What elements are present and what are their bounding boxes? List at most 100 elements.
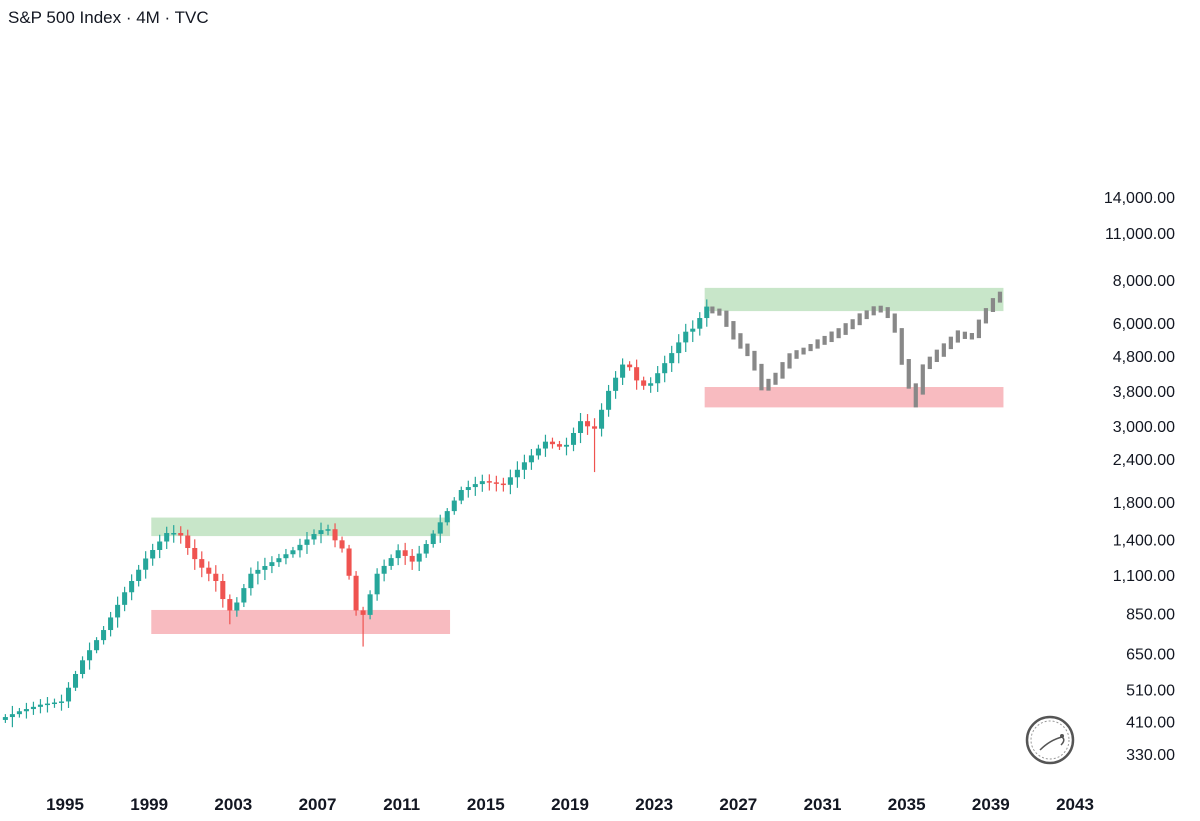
candle-body xyxy=(164,533,170,542)
candle-body xyxy=(697,318,703,329)
candle-body xyxy=(676,342,682,354)
projection-bar xyxy=(997,291,1003,303)
candle-body xyxy=(486,481,492,483)
candle-body xyxy=(2,717,8,720)
projection-bar xyxy=(745,343,750,357)
candle-body xyxy=(465,487,471,491)
projection-bar xyxy=(780,362,785,379)
projection-layer xyxy=(710,291,1003,408)
candle-body xyxy=(585,421,591,427)
candle-body xyxy=(255,569,261,574)
candle-body xyxy=(318,530,324,535)
x-tick-label: 2011 xyxy=(383,795,420,814)
projection-bar xyxy=(885,307,890,319)
y-tick-label: 1,800.00 xyxy=(1113,495,1175,512)
projection-bar xyxy=(899,328,904,365)
candle-body xyxy=(451,500,457,512)
candle-body xyxy=(339,540,345,549)
projection-bar xyxy=(752,350,757,371)
projection-bar xyxy=(836,328,841,339)
candle-body xyxy=(430,533,436,545)
candle-body xyxy=(58,701,65,703)
candle-body xyxy=(690,328,696,332)
projection-bar xyxy=(948,336,953,350)
y-tick-label: 1,400.00 xyxy=(1113,532,1175,549)
candle-body xyxy=(409,555,415,562)
projection-bar xyxy=(717,308,722,316)
candle-body xyxy=(444,511,450,523)
candle-body xyxy=(332,529,338,541)
candle-body xyxy=(577,421,584,434)
x-tick-label: 1995 xyxy=(46,795,84,814)
projection-bar xyxy=(787,353,792,369)
y-tick-label: 4,800.00 xyxy=(1113,349,1175,366)
projection-bar xyxy=(892,313,897,333)
projection-bar xyxy=(962,331,967,339)
candle-body xyxy=(227,599,233,611)
candle-body xyxy=(51,702,58,705)
resistance-zone-2 xyxy=(704,287,1004,312)
candle-body xyxy=(150,549,156,559)
candle-body xyxy=(108,617,114,631)
candle-body xyxy=(507,477,513,485)
candle-body xyxy=(655,373,661,384)
candle-body xyxy=(248,573,254,589)
projection-bar xyxy=(913,383,918,408)
candle-body xyxy=(30,706,36,710)
candle-body xyxy=(122,592,128,605)
candle-body xyxy=(129,581,135,593)
candle-body xyxy=(395,550,401,559)
projection-bar xyxy=(815,339,820,349)
y-tick-label: 330.00 xyxy=(1126,747,1175,764)
candle-body xyxy=(16,711,22,715)
candle-body xyxy=(136,569,142,582)
y-tick-label: 650.00 xyxy=(1126,646,1175,663)
projection-bar xyxy=(934,349,939,362)
candle-body xyxy=(662,363,668,374)
support-zone-1 xyxy=(151,609,451,634)
candle-body xyxy=(72,674,79,688)
candle-body xyxy=(360,610,366,615)
candle-body xyxy=(388,558,394,566)
projection-bar xyxy=(906,359,911,389)
y-tick-label: 2,400.00 xyxy=(1113,452,1175,469)
y-tick-label: 6,000.00 xyxy=(1113,316,1175,333)
candle-body xyxy=(213,573,219,582)
x-tick-label: 2007 xyxy=(299,795,337,814)
projection-bar xyxy=(976,319,982,339)
projection-bar xyxy=(920,364,925,395)
candle-body xyxy=(297,544,303,551)
candles-layer xyxy=(2,299,710,728)
x-tick-label: 2015 xyxy=(467,795,505,814)
projection-bar xyxy=(871,306,876,316)
projection-bar xyxy=(738,333,743,349)
candle-body xyxy=(311,534,317,540)
projection-bar xyxy=(724,310,729,327)
candle-body xyxy=(115,604,121,618)
candle-body xyxy=(570,433,577,445)
candle-body xyxy=(44,703,50,706)
candle-body xyxy=(94,640,100,651)
candle-body xyxy=(458,490,464,501)
x-tick-label: 2023 xyxy=(635,795,673,814)
y-tick-label: 11,000.00 xyxy=(1105,226,1175,243)
projection-bar xyxy=(822,335,827,345)
candle-body xyxy=(472,484,478,488)
projection-bar xyxy=(731,321,736,340)
zones-layer xyxy=(151,287,1004,634)
candle-body xyxy=(648,383,654,386)
candle-body xyxy=(9,714,15,718)
y-tick-label: 1,100.00 xyxy=(1113,568,1175,585)
candle-body xyxy=(262,566,268,570)
projection-bar xyxy=(773,372,778,385)
candle-body xyxy=(416,553,422,562)
projection-bar xyxy=(969,333,974,340)
candle-body xyxy=(346,548,352,576)
candle-body xyxy=(599,409,605,429)
projection-bar xyxy=(766,378,771,391)
candle-body xyxy=(634,367,640,381)
y-tick-label: 14,000.00 xyxy=(1104,190,1175,207)
candle-body xyxy=(23,709,29,712)
